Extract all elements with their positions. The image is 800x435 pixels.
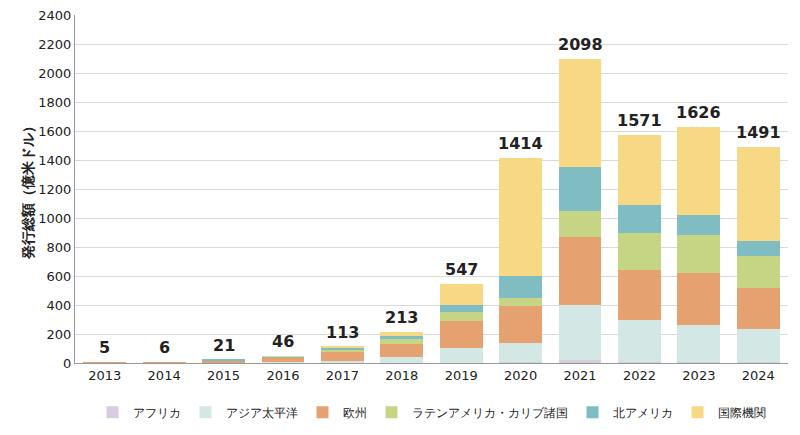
svg-text:213: 213 [385, 308, 418, 327]
svg-text:2020: 2020 [504, 368, 537, 383]
svg-text:547: 547 [445, 260, 478, 279]
svg-text:2017: 2017 [326, 368, 359, 383]
svg-text:2400: 2400 [38, 8, 71, 23]
svg-text:600: 600 [47, 269, 72, 284]
svg-text:46: 46 [272, 332, 294, 351]
svg-text:国際機関: 国際機関 [718, 406, 766, 420]
svg-text:113: 113 [326, 323, 359, 342]
svg-text:2000: 2000 [38, 66, 71, 81]
svg-text:ラテンアメリカ・カリブ諸国: ラテンアメリカ・カリブ諸国 [412, 406, 568, 420]
svg-text:1000: 1000 [38, 211, 71, 226]
svg-text:21: 21 [213, 336, 235, 355]
svg-text:1414: 1414 [498, 134, 543, 153]
svg-text:1491: 1491 [736, 123, 781, 142]
svg-text:2022: 2022 [623, 368, 656, 383]
svg-text:発行総額（億米ドル）: 発行総額（億米ドル） [20, 119, 36, 260]
svg-text:2200: 2200 [38, 37, 71, 52]
svg-text:200: 200 [47, 327, 72, 342]
svg-text:1800: 1800 [38, 95, 71, 110]
svg-text:2018: 2018 [385, 368, 418, 383]
svg-text:1571: 1571 [617, 111, 662, 130]
svg-text:アジア太平洋: アジア太平洋 [226, 406, 298, 420]
svg-text:2013: 2013 [88, 368, 121, 383]
svg-text:2019: 2019 [445, 368, 478, 383]
svg-text:欧州: 欧州 [343, 406, 367, 420]
svg-text:2098: 2098 [558, 35, 603, 54]
svg-text:1400: 1400 [38, 153, 71, 168]
svg-text:1626: 1626 [676, 103, 721, 122]
svg-text:6: 6 [159, 338, 170, 357]
svg-text:2014: 2014 [148, 368, 181, 383]
svg-text:400: 400 [47, 298, 72, 313]
svg-text:2015: 2015 [207, 368, 240, 383]
svg-text:アフリカ: アフリカ [133, 406, 181, 420]
svg-text:1200: 1200 [38, 182, 71, 197]
svg-text:800: 800 [47, 240, 72, 255]
svg-text:1600: 1600 [38, 124, 71, 139]
svg-text:2024: 2024 [742, 368, 775, 383]
svg-text:5: 5 [99, 338, 110, 357]
svg-text:北アメリカ: 北アメリカ [613, 406, 673, 420]
svg-text:0: 0 [63, 356, 71, 371]
svg-text:2016: 2016 [266, 368, 299, 383]
svg-text:2023: 2023 [682, 368, 715, 383]
svg-text:2021: 2021 [563, 368, 596, 383]
